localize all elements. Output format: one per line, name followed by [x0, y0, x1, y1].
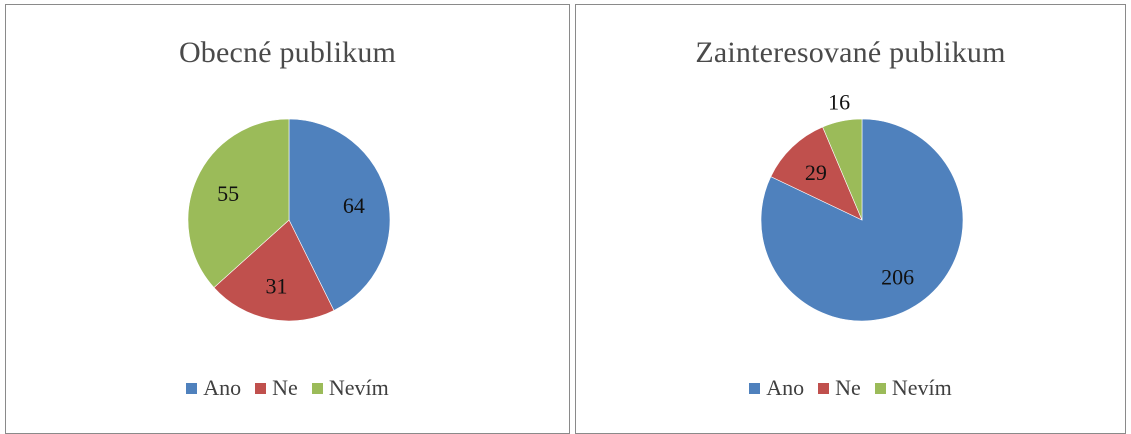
- legend-swatch-nevim: [311, 382, 323, 394]
- pie-slice-ne: [770, 126, 863, 221]
- chart-title: Zainteresované publikum: [695, 36, 1006, 69]
- legend-swatch-ano: [749, 382, 761, 394]
- legend-swatch-ne: [255, 382, 267, 394]
- legend-label-nevim: Nevím: [328, 375, 389, 400]
- chart-panel-zainteresovane: Zainteresované publikum 206 29 16 Ano Ne N…: [575, 4, 1126, 434]
- data-label-ne: 29: [805, 160, 827, 185]
- pie-chart-obecne: 64 31 55: [187, 118, 391, 322]
- pie-slice-ano: [288, 118, 391, 311]
- legend: Ano Ne Nevím: [6, 375, 569, 401]
- chart-title: Obecné publikum: [178, 36, 397, 69]
- legend-item-ne: Ne: [818, 375, 861, 401]
- legend-item-nevim: Nevím: [874, 375, 952, 401]
- legend-label-ano: Ano: [203, 375, 242, 400]
- legend-label-ne: Ne: [272, 375, 298, 400]
- legend-label-ne: Ne: [835, 375, 861, 400]
- legend-swatch-ne: [818, 382, 830, 394]
- pie-slice-ne: [213, 219, 335, 322]
- legend-label-nevim: Nevím: [891, 375, 952, 400]
- data-label-ano: 206: [881, 264, 914, 289]
- pie-slice-nevim: [822, 118, 863, 221]
- data-label-ne: 31: [266, 273, 288, 298]
- data-label-nevim: 55: [217, 181, 239, 206]
- data-label-nevim: 16: [828, 89, 850, 114]
- legend-item-ano: Ano: [749, 375, 804, 401]
- chart-panel-obecne: Obecné publikum 64 31 55 Ano Ne Nevím: [5, 4, 570, 434]
- pie-slice-nevim: [187, 118, 290, 289]
- data-label-ano: 64: [343, 193, 365, 218]
- legend: Ano Ne Nevím: [576, 375, 1125, 401]
- legend-label-ano: Ano: [766, 375, 805, 400]
- pie-chart-zainteresovane: 206 29 16: [760, 89, 964, 322]
- legend-swatch-ano: [186, 382, 198, 394]
- legend-swatch-nevim: [874, 382, 886, 394]
- legend-item-ne: Ne: [255, 375, 298, 401]
- legend-item-nevim: Nevím: [311, 375, 389, 401]
- legend-item-ano: Ano: [186, 375, 241, 401]
